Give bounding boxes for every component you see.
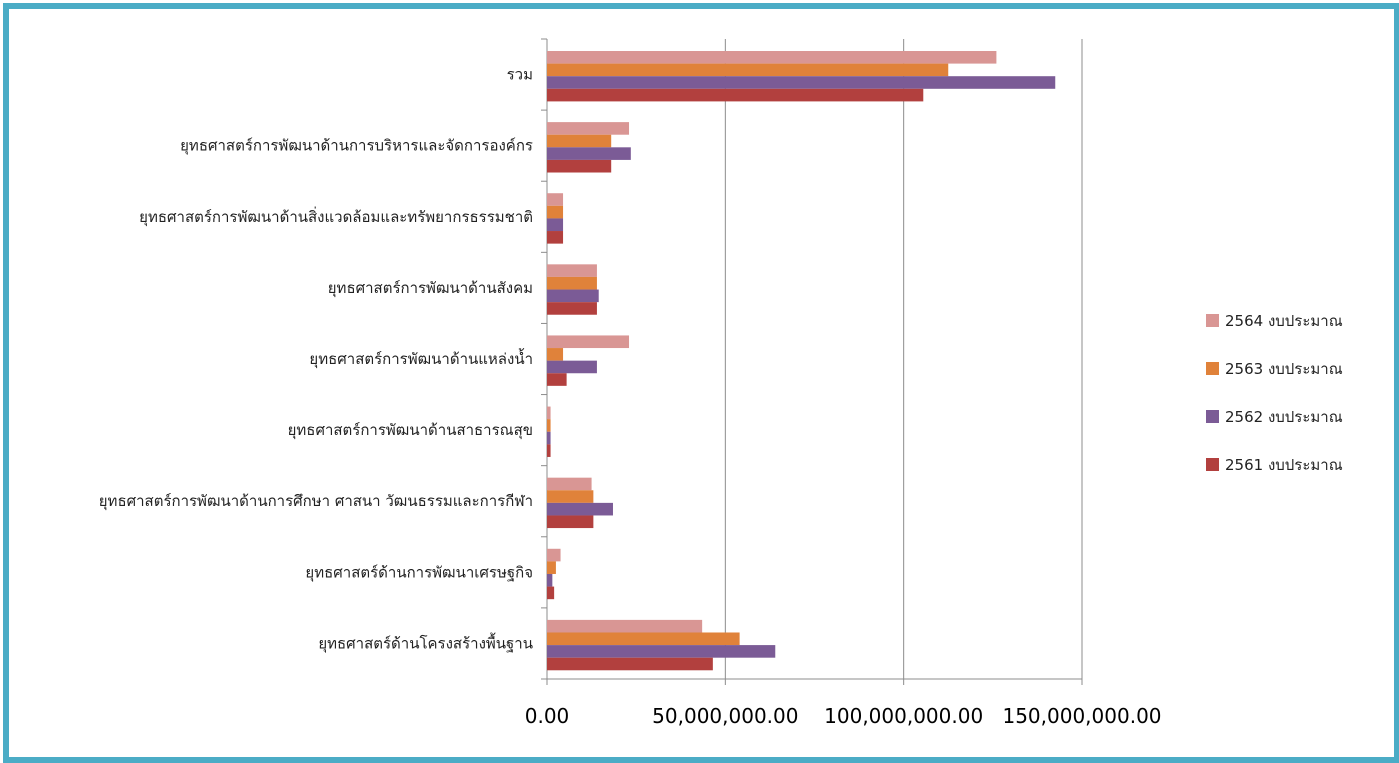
bar — [547, 573, 553, 587]
gridlines — [724, 39, 1083, 679]
x-tick-label: 150,000,000.00 — [1002, 704, 1161, 728]
category-label: ยุทธศาสตร์การพัฒนาด้านการบริหารและจัดการ… — [180, 137, 533, 156]
bar — [547, 515, 594, 529]
bar — [547, 348, 564, 361]
bar — [547, 477, 592, 491]
bar — [547, 444, 551, 457]
bar — [547, 619, 703, 633]
bar — [547, 231, 564, 244]
category-label: ยุทธศาสตร์การพัฒนาด้านแหล่งน้ำ — [309, 348, 533, 369]
bar — [547, 88, 924, 102]
bar — [547, 147, 631, 160]
category-label: รวม — [507, 66, 533, 84]
bar — [547, 63, 949, 77]
x-tick-label: 100,000,000.00 — [824, 704, 983, 728]
legend-label: 2562 งบประมาณ — [1225, 408, 1343, 426]
bar — [547, 335, 630, 349]
bar — [547, 159, 612, 173]
bar — [547, 218, 564, 232]
category-labels: รวมยุทธศาสตร์การพัฒนาด้านการบริหารและจัด… — [99, 66, 533, 654]
bar — [547, 502, 613, 516]
axes — [541, 38, 1083, 685]
bar — [547, 419, 551, 432]
bar — [547, 276, 597, 290]
bar — [547, 193, 564, 206]
category-label: ยุทธศาสตร์ด้านโครงสร้างพื้นฐาน — [318, 632, 533, 653]
legend-swatch — [1206, 362, 1219, 375]
x-tick-label: 50,000,000.00 — [652, 704, 798, 728]
bar — [547, 76, 1056, 89]
bar — [547, 431, 551, 445]
category-label: ยุทธศาสตร์การพัฒนาด้านการศึกษา ศาสนา วัฒ… — [99, 492, 533, 511]
bar — [547, 373, 567, 386]
bar — [547, 360, 597, 374]
category-label: ยุทธศาสตร์การพัฒนาด้านสิ่งแวดล้อมและทรัพ… — [139, 206, 533, 227]
bar — [547, 289, 599, 303]
bar — [547, 561, 556, 574]
category-label: ยุทธศาสตร์การพัฒนาด้านสังคม — [328, 279, 533, 298]
x-tick-labels: 0.00 50,000,000.00 100,000,000.00 150,000,0… — [525, 704, 1162, 728]
legend-label: 2561 งบประมาณ — [1225, 456, 1343, 474]
bar — [547, 264, 597, 277]
legend-label: 2563 งบประมาณ — [1225, 360, 1343, 378]
bar-chart: รวมยุทธศาสตร์การพัฒนาด้านการบริหารและจัด… — [99, 38, 1343, 728]
bar — [547, 548, 561, 562]
bar — [547, 134, 612, 148]
legend-swatch — [1206, 314, 1219, 327]
x-tick-label: 0.00 — [525, 704, 570, 728]
legend-label: 2564 งบประมาณ — [1225, 312, 1343, 330]
bar — [547, 657, 713, 671]
bars — [547, 51, 1056, 671]
bar — [547, 490, 594, 503]
chart-frame: รวมยุทธศาสตร์การพัฒนาด้านการบริหารและจัด… — [3, 3, 1399, 763]
bar — [547, 406, 551, 420]
bar — [547, 302, 597, 315]
legend: 2564 งบประมาณ 2563 งบประมาณ 2562 งบประมาณ 2… — [1206, 312, 1343, 474]
bar — [547, 586, 555, 600]
category-label: ยุทธศาสตร์ด้านการพัฒนาเศรษฐกิจ — [305, 563, 533, 582]
bar — [547, 122, 630, 135]
legend-swatch — [1206, 458, 1219, 471]
legend-swatch — [1206, 410, 1219, 423]
bar — [547, 632, 740, 646]
bar — [547, 205, 564, 219]
category-label: ยุทธศาสตร์การพัฒนาด้านสาธารณสุข — [288, 421, 533, 440]
bar — [547, 51, 997, 64]
bar — [547, 645, 776, 658]
